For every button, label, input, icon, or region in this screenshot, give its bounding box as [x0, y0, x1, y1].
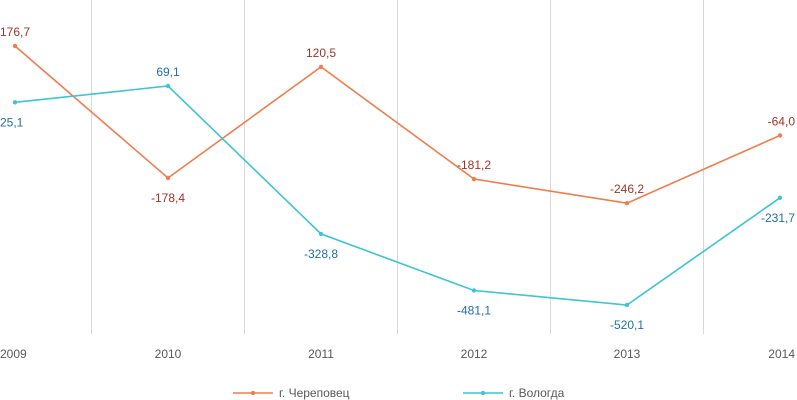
data-label-2-2012: -481,1: [457, 304, 491, 318]
data-point-1-2009: [12, 43, 18, 49]
data-label-2-2009: 25,1: [0, 115, 24, 129]
legend-label-2: г. Вологда: [509, 386, 565, 400]
data-label-2-2014: -231,7: [761, 211, 795, 225]
x-tick-2013: 2013: [614, 347, 641, 361]
series-line-2: [14, 85, 781, 306]
data-label-1-2010: -178,4: [151, 191, 185, 205]
data-label-1-2014: -64,0: [768, 114, 796, 128]
data-point-2-2011: [318, 231, 324, 237]
x-tick-2010: 2010: [155, 347, 182, 361]
data-point-1-2013: [624, 200, 630, 206]
x-axis-ticks: 2009 2010 2011 2012 2013 2014: [0, 347, 795, 361]
data-labels: 176,7 -178,4 120,5 -181,2 -246,2 -64,0 25,1 69,…: [0, 25, 795, 332]
data-point-2-2013: [624, 302, 630, 308]
data-label-2-2013: -520,1: [610, 318, 644, 332]
x-tick-2009: 2009: [0, 347, 27, 361]
data-point-1-2011: [318, 64, 324, 70]
legend-label-1: г. Череповец: [279, 386, 350, 400]
legend-marker-1: [250, 390, 256, 396]
data-point-1-2014: [777, 133, 783, 138]
data-label-2-2010: 69,1: [156, 65, 180, 79]
data-point-2-2014: [777, 195, 783, 201]
data-label-1-2013: -246,2: [610, 182, 644, 196]
x-tick-2012: 2012: [461, 347, 488, 361]
data-point-1-2010: [165, 175, 171, 181]
data-label-1-2012: -181,2: [457, 158, 491, 172]
series-lines: [12, 43, 783, 308]
data-point-1-2012: [471, 176, 477, 182]
x-tick-2011: 2011: [308, 347, 334, 361]
data-label-1-2011: 120,5: [306, 46, 336, 60]
x-tick-2014: 2014: [768, 347, 795, 361]
series-line-1: [14, 45, 781, 205]
data-point-2-2010: [165, 83, 171, 89]
legend-marker-2: [480, 390, 486, 396]
gridlines: [91, 0, 704, 334]
data-label-1-2009: 176,7: [0, 25, 30, 39]
data-point-2-2012: [471, 288, 477, 293]
data-point-2-2009: [12, 100, 18, 105]
data-label-2-2011: -328,8: [304, 247, 338, 261]
legend: г. Череповец г. Вологда: [233, 386, 565, 400]
